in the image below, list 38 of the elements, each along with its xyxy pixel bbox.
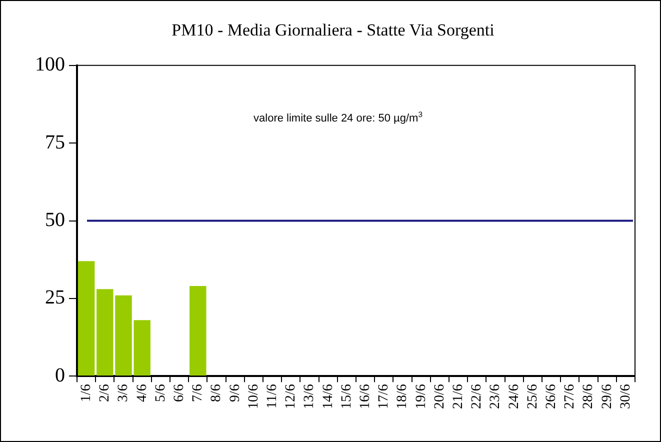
bar: [190, 286, 206, 376]
x-tick-label: 18/6: [395, 384, 410, 409]
x-tick-label: 20/6: [432, 384, 448, 409]
chart-title: PM10 - Media Giornaliera - Statte Via Sorgenti: [172, 20, 495, 40]
x-tick-label: 16/6: [358, 384, 373, 409]
x-tick-label: 4/6: [134, 384, 150, 402]
x-tick-label: 14/6: [320, 384, 336, 409]
x-tick-label: 1/6: [78, 384, 94, 402]
x-tick-label: 28/6: [581, 384, 596, 409]
y-tick-label: 0: [55, 364, 65, 386]
x-tick-label: 23/6: [488, 384, 504, 409]
x-tick-label: 2/6: [98, 384, 113, 402]
x-tick-label: 7/6: [190, 384, 206, 402]
x-tick-label: 10/6: [246, 384, 262, 409]
y-tick-label: 50: [45, 209, 65, 232]
x-tick-label: 24/6: [506, 384, 522, 409]
x-tick-label: 15/6: [339, 384, 354, 409]
x-tick-label: 22/6: [470, 384, 485, 409]
x-tick-label: 26/6: [544, 384, 559, 409]
x-tick-label: 19/6: [414, 384, 429, 409]
x-tick-label: 17/6: [376, 384, 392, 409]
x-tick-label: 13/6: [302, 384, 318, 409]
y-tick-label: 100: [35, 54, 65, 76]
x-tick-label: 5/6: [153, 384, 168, 402]
x-tick-label: 11/6: [264, 384, 280, 408]
x-tick-label: 9/6: [228, 384, 243, 402]
y-tick-label: 75: [45, 131, 65, 154]
x-tick-label: 29/6: [600, 384, 615, 409]
x-tick-label: 30/6: [618, 384, 634, 409]
x-tick-label: 25/6: [525, 384, 540, 409]
x-tick-label: 21/6: [450, 384, 466, 409]
bar: [78, 261, 95, 376]
x-tick-label: 6/6: [172, 384, 187, 402]
x-tick-label: 8/6: [209, 384, 224, 402]
x-tick-label: 12/6: [284, 384, 299, 409]
x-tick-label: 27/6: [562, 384, 578, 409]
x-tick-label: 3/6: [116, 384, 132, 402]
y-tick-label: 25: [45, 286, 65, 309]
